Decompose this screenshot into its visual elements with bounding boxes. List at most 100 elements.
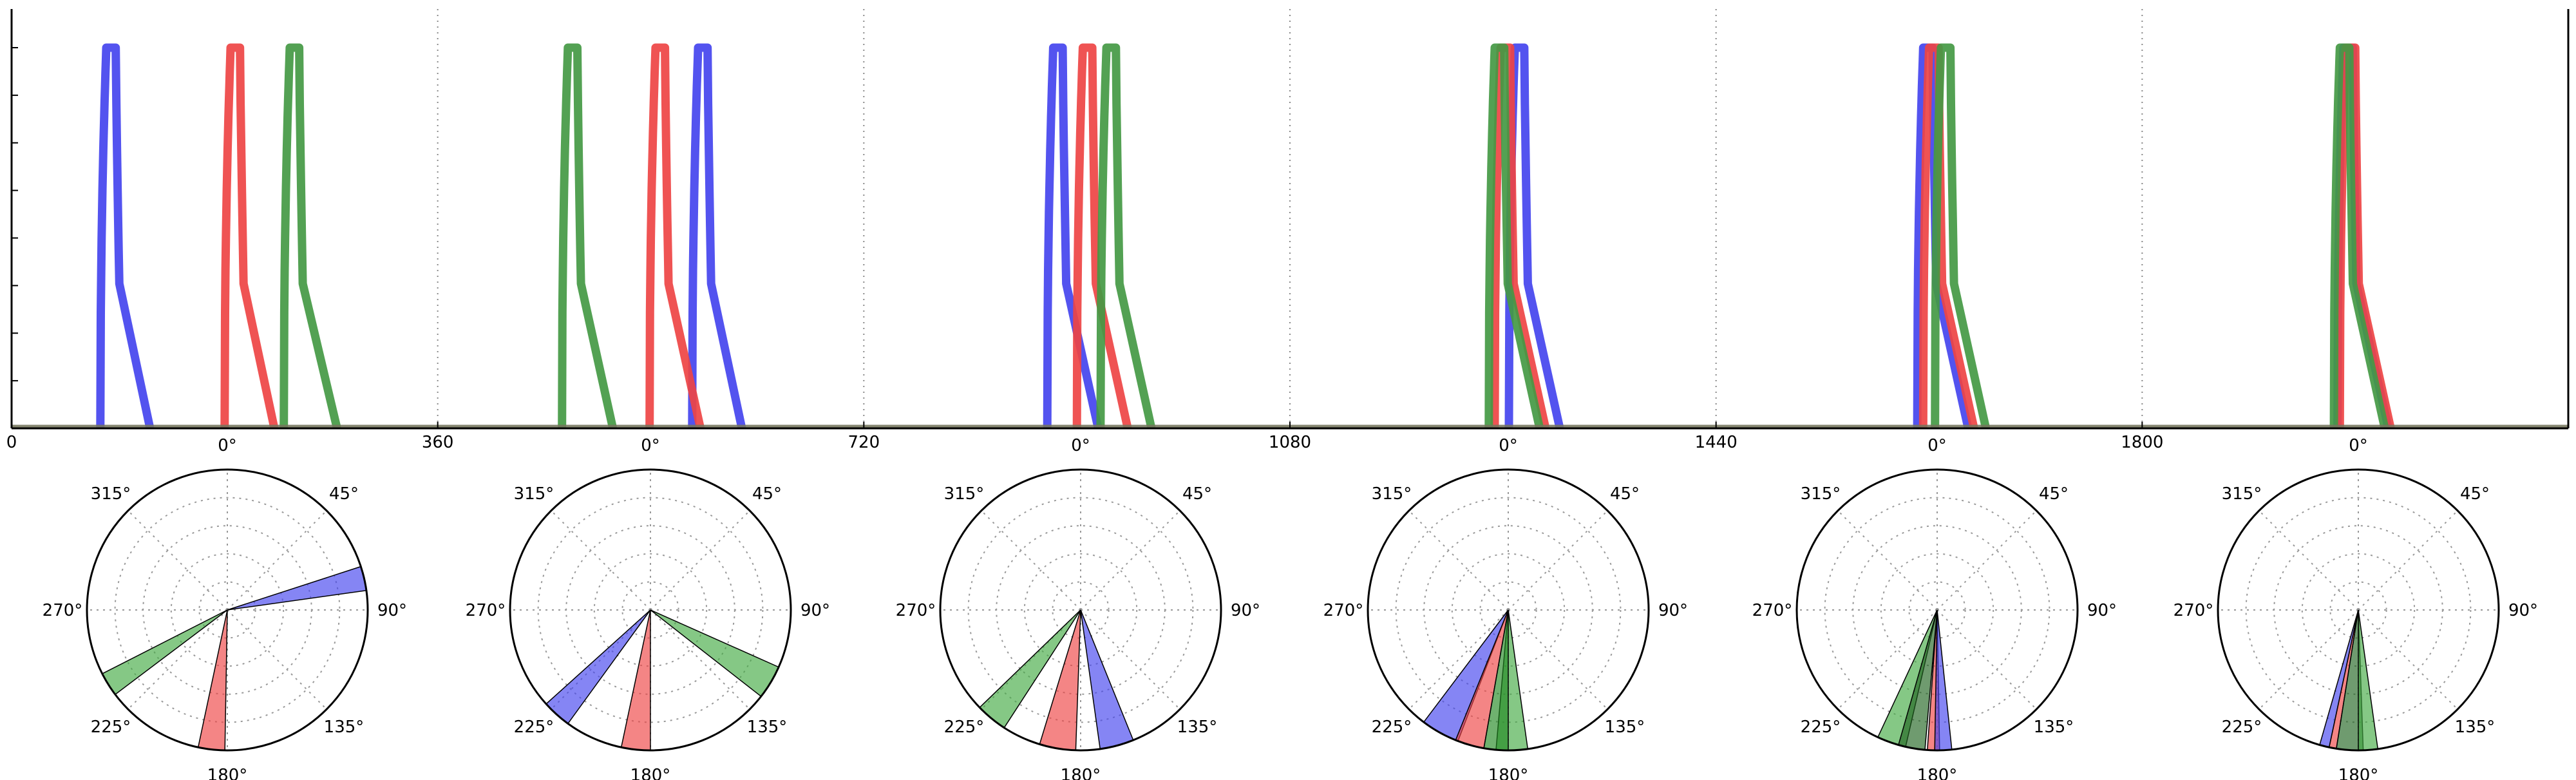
polar-panel: 0° 45° 90° 135° 180° 225° 270° 315°	[466, 436, 830, 780]
polar-wedge	[227, 566, 367, 611]
polar-ring	[2245, 497, 2472, 723]
polar-ring	[621, 581, 679, 639]
polar-wedge	[1934, 609, 1953, 751]
polar-spoke	[227, 609, 327, 710]
polar-angle-label: 0°	[218, 436, 237, 455]
polar-angle-label: 225°	[514, 718, 554, 737]
pulse-line	[1096, 43, 1156, 430]
polar-angle-label: 270°	[896, 601, 936, 620]
polar-angle-label: 315°	[2222, 484, 2262, 504]
polar-angle-label: 135°	[2034, 718, 2074, 737]
pulse-line	[2335, 43, 2395, 430]
polar-panel: 0° 45° 90° 135° 180° 225° 270° 315°	[43, 436, 407, 780]
polar-ring	[170, 553, 285, 667]
polar-angle-label: 135°	[324, 718, 365, 737]
polar-spoke	[2358, 510, 2458, 611]
vertical-gridlines	[437, 9, 2143, 428]
polar-angle-label: 180°	[1917, 766, 1958, 780]
polar-angle-label: 135°	[2455, 718, 2496, 737]
polar-angle-label: 315°	[514, 484, 554, 504]
polar-angle-label: 270°	[1752, 601, 1793, 620]
pulse-line	[1484, 43, 1544, 430]
x-tick-label: 360	[422, 433, 454, 452]
polar-ring	[593, 553, 708, 667]
polar-angle-label: 90°	[2508, 601, 2538, 620]
polar-angle-label: 180°	[630, 766, 671, 780]
polar-angle-label: 270°	[2174, 601, 2214, 620]
polar-spoke	[650, 609, 750, 710]
polar-angle-label: 180°	[1488, 766, 1529, 780]
polar-wedge	[1080, 609, 1134, 750]
polar-panel: 0° 45° 90° 135° 180° 225° 270° 315°	[1752, 436, 2117, 780]
polar-angle-label: 90°	[1658, 601, 1688, 620]
polar-ring	[1023, 553, 1138, 667]
polar-angle-label: 270°	[1323, 601, 1364, 620]
polar-outline	[1795, 468, 2079, 752]
polar-angle-label: 225°	[2222, 718, 2262, 737]
pulse-line	[688, 43, 746, 430]
polar-angle-label: 225°	[1801, 718, 1841, 737]
polar-ring	[537, 497, 764, 723]
polar-angle-label: 0°	[1927, 436, 1947, 455]
polar-wedge	[2358, 609, 2379, 751]
polar-angle-label: 180°	[2338, 766, 2379, 780]
pulse-line	[558, 43, 618, 430]
polar-angle-label: 315°	[944, 484, 985, 504]
polar-angle-label: 0°	[1499, 436, 1518, 455]
pulse-line	[2329, 43, 2389, 430]
polar-angle-label: 315°	[1801, 484, 1841, 504]
polar-outline	[939, 468, 1222, 752]
polar-angle-label: 270°	[43, 601, 83, 620]
line-series-group	[12, 43, 2568, 430]
polar-outline	[1367, 468, 1650, 752]
polar-angle-label: 45°	[2039, 484, 2069, 504]
x-tick-label: 720	[848, 433, 880, 452]
polar-angle-label: 180°	[207, 766, 248, 780]
polar-angle-label: 45°	[1610, 484, 1640, 504]
polar-ring	[1052, 581, 1110, 639]
polar-angle-label: 135°	[1605, 718, 1645, 737]
polar-angle-label: 90°	[800, 601, 830, 620]
pulse-line	[220, 43, 279, 430]
polar-spoke	[1508, 609, 1608, 710]
polar-angle-label: 45°	[1182, 484, 1212, 504]
polar-outline	[509, 468, 792, 752]
polar-spoke	[1508, 510, 1608, 611]
x-tick-label: 1800	[2121, 433, 2163, 452]
polar-ring	[1451, 553, 1566, 667]
x-tick-label: 1080	[1269, 433, 1311, 452]
pulse-line	[1931, 43, 1991, 430]
polar-ring	[967, 497, 1194, 723]
line-chart: 0 360 720 1080 1440 1800	[6, 9, 2570, 452]
pulse-line	[645, 43, 705, 430]
polar-wedge	[650, 609, 780, 698]
x-tick-label: 0	[6, 433, 17, 452]
polar-charts: 0° 45° 90° 135° 180° 225° 270° 315° 0° 45° 90° 135°…	[43, 436, 2538, 780]
polar-angle-label: 135°	[1177, 718, 1218, 737]
polar-ring	[1908, 581, 1966, 639]
polar-angle-label: 180°	[1061, 766, 1101, 780]
pulse-line	[1072, 43, 1132, 430]
polar-spoke	[128, 609, 228, 710]
pulse-line	[1043, 43, 1103, 430]
polar-angle-label: 225°	[944, 718, 985, 737]
polar-ring	[1479, 581, 1537, 639]
polar-angle-label: 0°	[641, 436, 660, 455]
polar-ring	[1395, 497, 1622, 723]
polar-panel: 0° 45° 90° 135° 180° 225° 270° 315°	[896, 436, 1260, 780]
polar-panel: 0° 45° 90° 135° 180° 225° 270° 315°	[1323, 436, 1688, 780]
polar-spoke	[1408, 510, 1509, 611]
polar-spoke	[650, 510, 750, 611]
polar-spoke	[1080, 510, 1180, 611]
polar-spoke	[1937, 510, 2037, 611]
polar-wedge	[197, 609, 228, 751]
polar-angle-label: 315°	[91, 484, 131, 504]
polar-spoke	[128, 510, 228, 611]
polar-angle-label: 0°	[2349, 436, 2368, 455]
polar-wedge	[620, 609, 651, 751]
polar-ring	[2301, 553, 2416, 667]
polar-outline	[86, 468, 369, 752]
polar-spoke	[1837, 609, 1938, 710]
polar-spoke	[2358, 609, 2458, 710]
